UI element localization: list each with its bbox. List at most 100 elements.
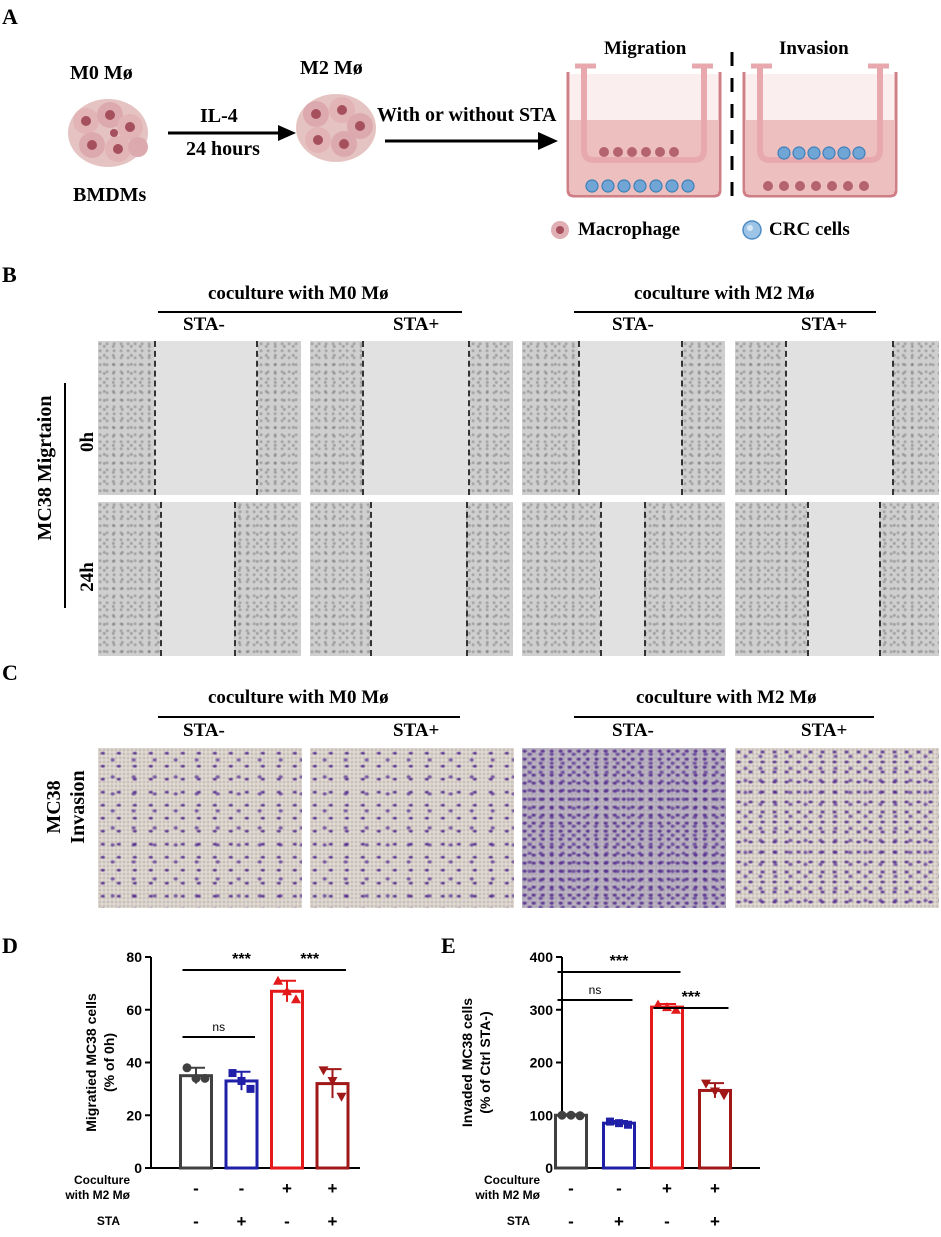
bar-2 <box>650 1005 684 1170</box>
coculture-sign-3: + <box>328 1179 338 1198</box>
invasion-group-m0-label: coculture with M0 Mø <box>208 687 389 708</box>
point-1-1 <box>615 1119 623 1128</box>
invasion-group-m0-line <box>158 716 460 718</box>
sta-row-label: STA <box>507 1214 530 1228</box>
sta-sign-0: - <box>193 1212 199 1231</box>
bar-2 <box>270 989 304 1170</box>
invasion-sta-plus-1: STA+ <box>393 720 440 741</box>
point-0-2 <box>200 1073 210 1083</box>
scratch-image-m0-sta-minus-24h <box>98 502 301 656</box>
point-3-1 <box>327 1076 338 1086</box>
point-3-2 <box>336 1092 347 1102</box>
coculture-sign-1: - <box>616 1179 622 1198</box>
sta-sign-3: + <box>710 1212 720 1231</box>
invasion-sta-minus-1: STA- <box>183 720 225 741</box>
y-tick-label-4: 400 <box>530 949 554 965</box>
migration-sta-plus-1: STA+ <box>393 314 440 335</box>
m0-label: M0 Mø <box>70 62 133 84</box>
coculture-row-label-1: Coculture <box>74 1173 130 1187</box>
macrophage-legend-icon <box>551 221 569 239</box>
comparison-label-0: ns <box>589 983 602 997</box>
m0-cell-cluster-icon <box>68 99 148 167</box>
schematic-illustration <box>68 52 898 240</box>
sta-row-label: STA <box>97 1214 120 1228</box>
coculture-sign-0: - <box>568 1179 574 1198</box>
sta-sign-0: - <box>568 1212 574 1231</box>
point-2-2 <box>291 994 301 1004</box>
point-2-0 <box>273 975 283 985</box>
point-3-1 <box>710 1087 720 1097</box>
comparison-label-2: *** <box>300 951 319 968</box>
point-3-2 <box>719 1091 729 1101</box>
scratch-image-m2-sta-minus-0h <box>522 341 725 495</box>
y-tick-label-1: 100 <box>530 1107 554 1123</box>
migration-row-label: MC38 Migrtaion <box>34 395 56 541</box>
bar-1 <box>602 1121 636 1170</box>
y-tick-label-3: 60 <box>126 1002 142 1018</box>
comparison-label-2: *** <box>682 989 701 1006</box>
y-axis-label-line2: (% of 0h) <box>101 1033 117 1092</box>
coculture-sign-2: + <box>662 1179 672 1198</box>
invasion-image-m2-sta-minus <box>522 748 726 908</box>
migration-row-bracket <box>64 383 66 608</box>
coculture-sign-0: - <box>193 1179 199 1198</box>
invasion-sta-minus-2: STA- <box>612 720 654 741</box>
migration-sta-minus-2: STA- <box>612 314 654 335</box>
sta-arrow-label: With or without STA <box>377 104 557 126</box>
migration-group-m0-line <box>158 311 462 313</box>
legend-macrophage-label: Macrophage <box>578 219 681 240</box>
point-1-1 <box>237 1076 246 1085</box>
scratch-image-m2-sta-plus-24h <box>735 502 939 656</box>
point-1-0 <box>228 1069 237 1078</box>
y-tick-label-4: 80 <box>126 949 142 965</box>
invasion-well-icon <box>742 63 898 198</box>
migration-well-icon <box>566 63 722 198</box>
bar-3 <box>698 1088 732 1170</box>
time-label-24h: 24h <box>77 562 98 592</box>
migration-group-m2-line <box>574 311 876 313</box>
invasion-image-m0-sta-minus <box>98 748 302 908</box>
point-2-0 <box>653 999 663 1009</box>
m2-cell-cluster-icon <box>296 94 376 162</box>
invasion-group-m2-label: coculture with M2 Mø <box>636 687 817 708</box>
scratch-image-m2-sta-plus-0h <box>735 341 939 495</box>
migration-sta-minus-1: STA- <box>183 314 225 335</box>
hours-label: 24 hours <box>186 138 260 160</box>
chart-d-migration: 0 20 40 60 80 Migratied MC38 cells (% of 0h) - -… <box>64 949 360 1231</box>
y-tick-label-0: 0 <box>134 1160 142 1176</box>
chart-e-invasion: 0 100 200 300 400 Invaded MC38 cells (% of Ctr… <box>459 949 760 1231</box>
invasion-sta-plus-2: STA+ <box>801 720 848 741</box>
scratch-image-m0-sta-plus-24h <box>310 502 513 656</box>
coculture-row-label-2: with M2 Mø <box>474 1188 540 1202</box>
y-tick-label-1: 20 <box>126 1107 142 1123</box>
coculture-row-label-2: with M2 Mø <box>64 1188 130 1202</box>
panel-label-e: E <box>441 933 456 958</box>
invasion-image-m2-sta-plus <box>735 748 939 908</box>
invasion-label: Invasion <box>779 38 849 59</box>
point-0-2 <box>575 1111 585 1121</box>
panel-label-a: A <box>2 4 18 29</box>
comparison-label-1: *** <box>610 953 629 970</box>
sta-sign-1: + <box>237 1212 247 1231</box>
sta-sign-1: + <box>614 1212 624 1231</box>
scratch-image-m0-sta-plus-0h <box>310 341 513 495</box>
y-axis-label-line1: Migratied MC38 cells <box>83 993 99 1132</box>
invasion-row-label-2: Invasion <box>67 770 89 844</box>
comparison-label-0: ns <box>212 1020 225 1034</box>
panel-label-b: B <box>2 262 17 287</box>
legend-crc-label: CRC cells <box>769 219 850 240</box>
sta-sign-2: - <box>284 1212 290 1231</box>
scratch-image-m0-sta-minus-0h <box>98 341 301 495</box>
sta-sign-2: - <box>664 1212 670 1231</box>
panel-label-c: C <box>2 660 18 685</box>
crc-cell-legend-icon <box>742 220 762 240</box>
migration-sta-plus-2: STA+ <box>801 314 848 335</box>
migration-group-m2-label: coculture with M2 Mø <box>634 283 815 304</box>
bar-1 <box>224 1079 259 1170</box>
point-1-2 <box>246 1084 255 1093</box>
y-axis-label-line1: Invaded MC38 cells <box>459 998 475 1127</box>
migration-group-m0-label: coculture with M0 Mø <box>208 283 389 304</box>
time-label-0h: 0h <box>77 431 98 453</box>
point-3-0 <box>701 1079 711 1089</box>
point-0-1 <box>566 1110 576 1120</box>
